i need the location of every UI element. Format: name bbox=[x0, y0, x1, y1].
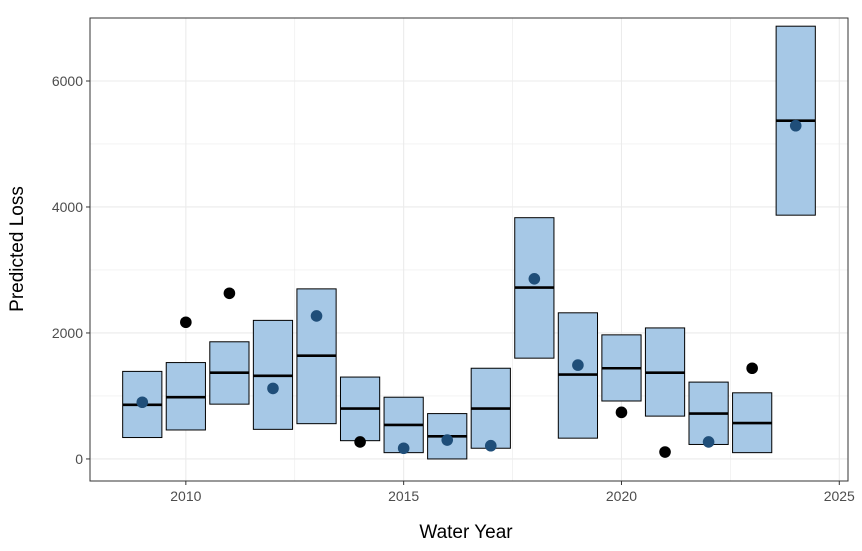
panel-border bbox=[89, 17, 849, 482]
y-tick-label: 6000 bbox=[52, 73, 83, 89]
x-tick-label: 2020 bbox=[606, 488, 637, 504]
y-axis-title: Predicted Loss bbox=[7, 186, 28, 312]
point-2023 bbox=[746, 362, 758, 375]
axes: 0 2000 4000 6000 2010 2015 2020 2025 bbox=[52, 73, 855, 504]
point-2018 bbox=[528, 272, 541, 285]
point-2011 bbox=[223, 287, 236, 300]
point-2020 bbox=[615, 406, 628, 419]
x-tick-label: 2010 bbox=[170, 488, 201, 504]
point-2012 bbox=[267, 382, 279, 395]
point-2013 bbox=[310, 310, 323, 322]
points bbox=[136, 119, 802, 458]
point-2016 bbox=[441, 434, 454, 446]
point-2019 bbox=[572, 359, 584, 371]
point-2017 bbox=[484, 439, 497, 452]
y-tick-label: 2000 bbox=[52, 325, 83, 341]
x-axis-title: Water Year bbox=[419, 522, 513, 543]
point-2021 bbox=[659, 446, 671, 458]
point-2024 bbox=[789, 119, 802, 132]
x-tick-label: 2025 bbox=[824, 488, 855, 504]
point-2014 bbox=[354, 436, 366, 448]
y-tick-label: 0 bbox=[75, 451, 83, 467]
y-tick-label: 4000 bbox=[52, 199, 83, 215]
grid bbox=[90, 18, 848, 481]
point-2010 bbox=[180, 316, 192, 329]
x-tick-label: 2015 bbox=[388, 488, 419, 504]
point-2009 bbox=[136, 396, 149, 409]
point-2015 bbox=[397, 442, 410, 455]
point-2022 bbox=[702, 436, 715, 448]
boxes bbox=[122, 25, 816, 460]
